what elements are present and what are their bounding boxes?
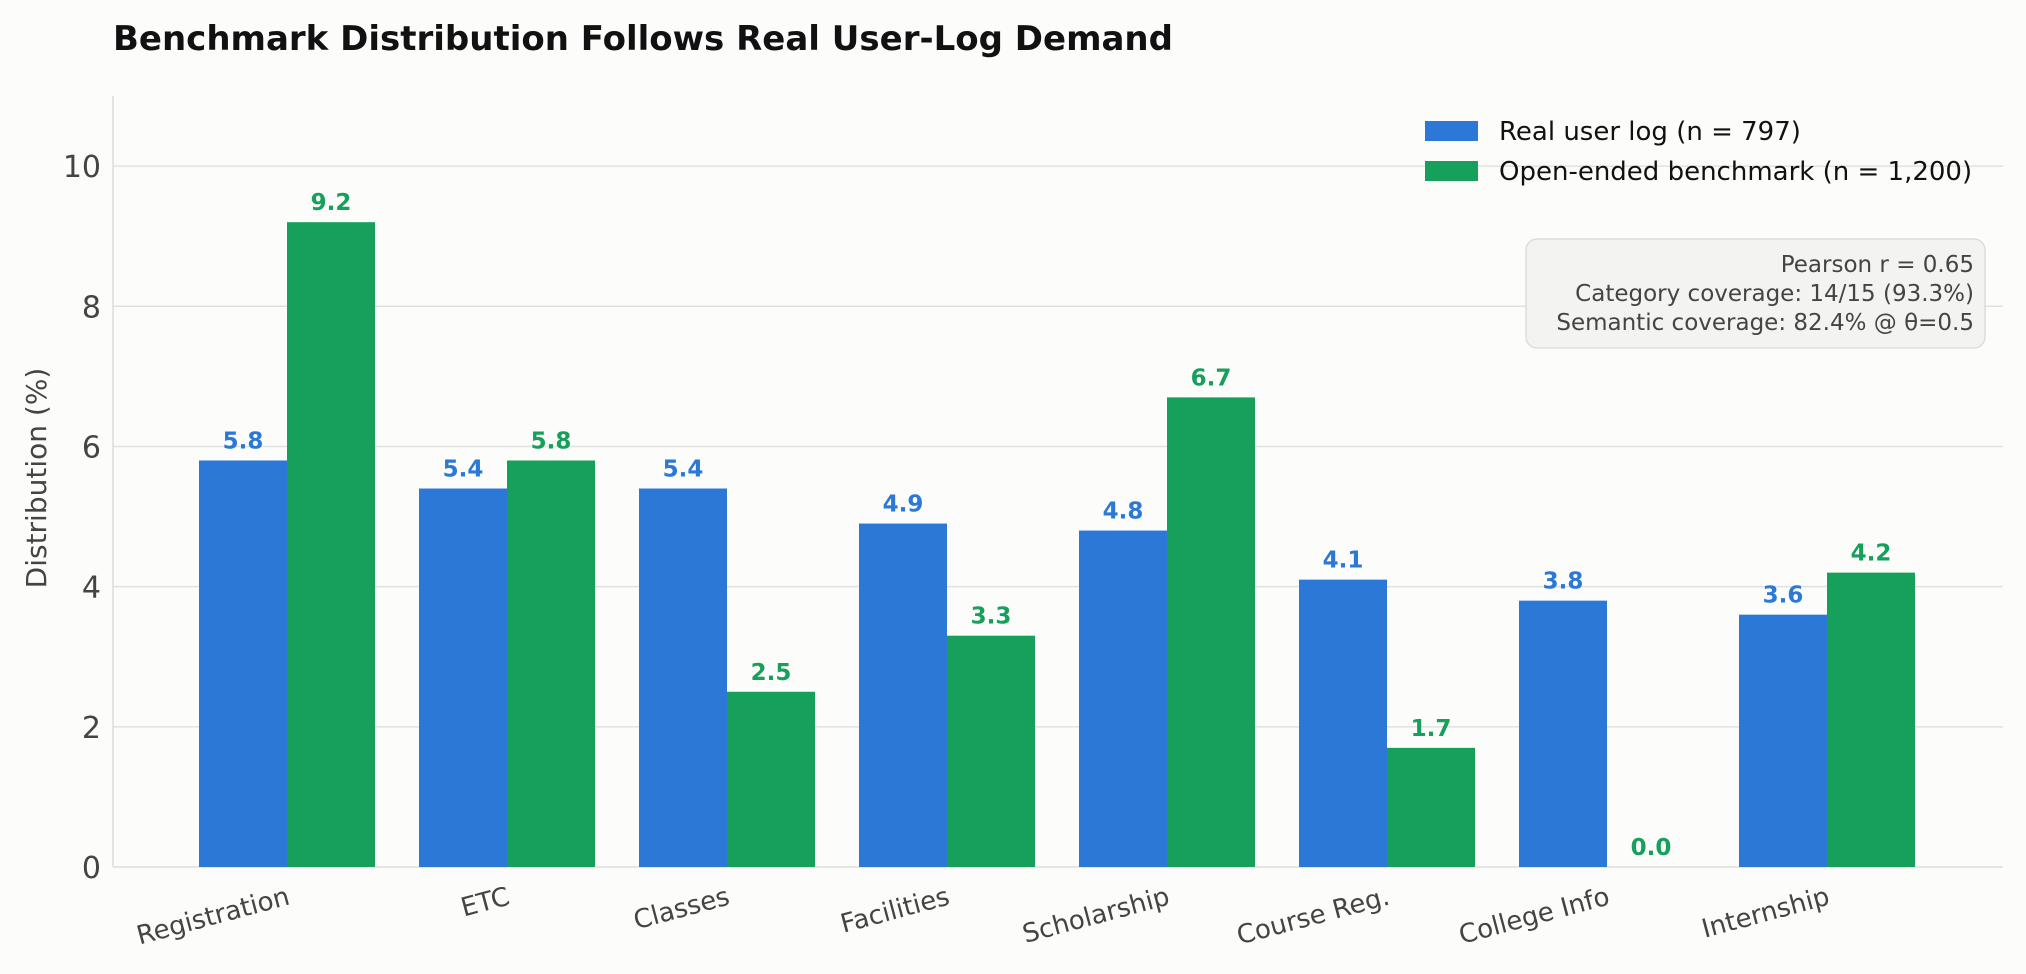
x-tick-label: College Info xyxy=(1456,882,1613,951)
bar-value-label: 9.2 xyxy=(311,190,352,216)
bar-value-label: 4.1 xyxy=(1323,548,1364,574)
bar-value-labels: 5.8 9.2 5.4 5.8 5.4 2.5 4.9 3.3 4.8 6.7 4.1 1.7 3.8 0… xyxy=(223,190,1892,861)
stats-line: Pearson r = 0.65 xyxy=(1781,252,1974,278)
bar-value-label: 3.6 xyxy=(1763,583,1804,609)
legend-label: Open-ended benchmark (n = 1,200) xyxy=(1499,157,1972,187)
x-tick-label: Classes xyxy=(630,882,732,936)
bar-real-user-log xyxy=(199,460,287,867)
x-tick-label: Facilities xyxy=(837,882,952,940)
stats-line: Semantic coverage: 82.4% @ θ=0.5 xyxy=(1556,310,1974,336)
y-axis-label: Distribution (%) xyxy=(20,368,53,589)
bar-value-label: 6.7 xyxy=(1191,365,1232,391)
bar-real-user-log xyxy=(1079,530,1167,867)
bar-open-ended-benchmark xyxy=(1167,397,1255,867)
stats-box: Pearson r = 0.65 Category coverage: 14/15… xyxy=(1525,238,1986,349)
x-tick-labels: Registration ETC Classes Facilities Scholars… xyxy=(134,882,1833,952)
y-tick-label: 2 xyxy=(82,711,101,746)
bar-value-label: 4.2 xyxy=(1851,541,1892,567)
bars xyxy=(199,222,1915,867)
x-tick-label: Internship xyxy=(1699,882,1833,945)
bar-open-ended-benchmark xyxy=(287,222,375,867)
bar-value-label: 5.8 xyxy=(531,428,572,454)
bar-value-label: 1.7 xyxy=(1411,716,1452,742)
bar-open-ended-benchmark xyxy=(727,691,815,867)
bar-real-user-log xyxy=(639,488,727,867)
y-tick-label: 6 xyxy=(82,430,101,465)
bar-value-label: 0.0 xyxy=(1631,835,1672,861)
bar-open-ended-benchmark xyxy=(1827,572,1915,867)
bar-open-ended-benchmark xyxy=(947,635,1035,867)
bar-real-user-log xyxy=(1519,600,1607,867)
bar-value-label: 2.5 xyxy=(751,660,792,686)
bar-value-label: 5.4 xyxy=(663,457,704,483)
chart-title: Benchmark Distribution Follows Real User… xyxy=(113,19,1173,59)
bar-value-label: 5.8 xyxy=(223,428,264,454)
bar-open-ended-benchmark xyxy=(507,460,595,867)
x-tick-label: ETC xyxy=(458,882,513,924)
y-tick-label: 10 xyxy=(63,150,101,185)
bar-open-ended-benchmark xyxy=(1387,747,1475,867)
bar-real-user-log xyxy=(1299,579,1387,867)
bar-value-label: 3.3 xyxy=(971,604,1012,630)
x-tick-label: Course Reg. xyxy=(1234,882,1393,952)
bar-value-label: 3.8 xyxy=(1543,569,1584,595)
y-tick-label: 8 xyxy=(82,290,101,325)
bar-real-user-log xyxy=(419,488,507,867)
stats-box-background xyxy=(1525,238,1986,349)
legend-swatch xyxy=(1425,121,1478,141)
legend-swatch xyxy=(1425,161,1478,181)
x-tick-label: Registration xyxy=(134,882,293,952)
y-tick-label: 0 xyxy=(82,851,101,886)
legend-label: Real user log (n = 797) xyxy=(1499,117,1801,147)
y-tick-label: 4 xyxy=(82,571,101,606)
y-tick-labels: 0 2 4 6 8 10 xyxy=(63,150,101,886)
x-tick-label: Scholarship xyxy=(1019,882,1172,950)
legend: Real user log (n = 797) Open-ended benchm… xyxy=(1425,117,1972,187)
bar-value-label: 4.8 xyxy=(1103,499,1144,525)
stats-line: Category coverage: 14/15 (93.3%) xyxy=(1575,281,1974,307)
bar-real-user-log xyxy=(859,523,947,867)
bar-value-label: 5.4 xyxy=(443,457,484,483)
bar-value-label: 4.9 xyxy=(883,492,924,518)
axes xyxy=(112,96,2003,868)
bar-real-user-log xyxy=(1739,614,1827,867)
